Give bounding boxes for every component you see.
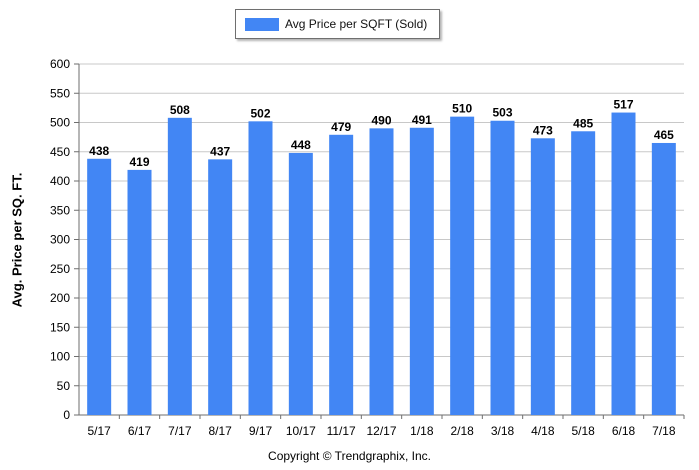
y-tick-label: 500 bbox=[50, 116, 70, 130]
y-tick-label: 600 bbox=[50, 57, 70, 71]
x-tick-label: 6/18 bbox=[612, 424, 636, 438]
x-tick-label: 5/18 bbox=[571, 424, 595, 438]
data-label: 448 bbox=[291, 138, 311, 152]
x-tick-label: 9/17 bbox=[249, 424, 273, 438]
y-tick-label: 150 bbox=[50, 320, 70, 334]
y-tick-label: 100 bbox=[50, 350, 70, 364]
bar-chart: 0 50 100 150 200 250 300 350 400 450 500 550 600 438 5… bbox=[50, 57, 685, 438]
x-tick-label: 6/17 bbox=[128, 424, 152, 438]
legend-label: Avg Price per SQFT (Sold) bbox=[285, 17, 428, 31]
bar-4-18 bbox=[530, 138, 555, 416]
bar-11-17 bbox=[329, 134, 354, 415]
bar-6-17 bbox=[127, 169, 152, 415]
x-tick-label: 5/17 bbox=[87, 424, 111, 438]
data-label: 485 bbox=[573, 116, 593, 130]
legend-swatch bbox=[245, 17, 279, 31]
data-label: 510 bbox=[452, 102, 472, 116]
y-tick-label: 350 bbox=[50, 203, 70, 217]
bar-6-18 bbox=[611, 112, 636, 416]
bar-5-17 bbox=[87, 158, 112, 415]
data-label: 491 bbox=[412, 113, 432, 127]
y-tick-label: 250 bbox=[50, 262, 70, 276]
data-label: 438 bbox=[89, 144, 109, 158]
data-label: 490 bbox=[371, 113, 391, 127]
copyright-text: Copyright © Trendgraphix, Inc. bbox=[268, 449, 431, 463]
data-label: 437 bbox=[210, 144, 230, 158]
y-tick-label: 550 bbox=[50, 86, 70, 100]
y-tick-label: 450 bbox=[50, 145, 70, 159]
y-tick-label: 300 bbox=[50, 233, 70, 247]
bar-12-17 bbox=[369, 128, 394, 415]
bar-3-18 bbox=[490, 120, 515, 416]
x-tick-label: 7/18 bbox=[652, 424, 676, 438]
bar-7-17 bbox=[167, 117, 192, 415]
data-label: 508 bbox=[170, 103, 190, 117]
x-tick-label: 2/18 bbox=[450, 424, 474, 438]
x-tick-label: 4/18 bbox=[531, 424, 555, 438]
data-label: 419 bbox=[129, 155, 149, 169]
bar-1-18 bbox=[409, 127, 434, 415]
data-label: 465 bbox=[654, 128, 674, 142]
y-tick-label: 50 bbox=[57, 379, 71, 393]
x-tick-label: 11/17 bbox=[327, 424, 356, 438]
y-tick-label: 200 bbox=[50, 291, 70, 305]
y-tick-label: 400 bbox=[50, 174, 70, 188]
data-label: 502 bbox=[250, 106, 270, 120]
x-tick-label: 1/18 bbox=[410, 424, 434, 438]
data-label: 503 bbox=[492, 106, 512, 120]
data-label: 517 bbox=[613, 98, 633, 112]
x-tick-label: 10/17 bbox=[286, 424, 316, 438]
bar-5-18 bbox=[571, 131, 596, 415]
bar-7-18 bbox=[651, 142, 676, 415]
bar-9-17 bbox=[248, 121, 273, 415]
bar-8-17 bbox=[208, 159, 233, 415]
bar-2-18 bbox=[450, 116, 475, 416]
x-tick-label: 7/17 bbox=[168, 424, 192, 438]
x-tick-label: 3/18 bbox=[491, 424, 515, 438]
y-axis-label: Avg. Price per SQ. FT. bbox=[9, 172, 25, 308]
x-tick-label: 12/17 bbox=[366, 424, 396, 438]
chart-legend: Avg Price per SQFT (Sold) bbox=[235, 9, 440, 39]
bar-10-17 bbox=[288, 152, 313, 416]
y-tick-label: 0 bbox=[63, 408, 70, 422]
x-tick-label: 8/17 bbox=[208, 424, 232, 438]
data-label: 479 bbox=[331, 120, 351, 134]
data-label: 473 bbox=[533, 123, 553, 137]
